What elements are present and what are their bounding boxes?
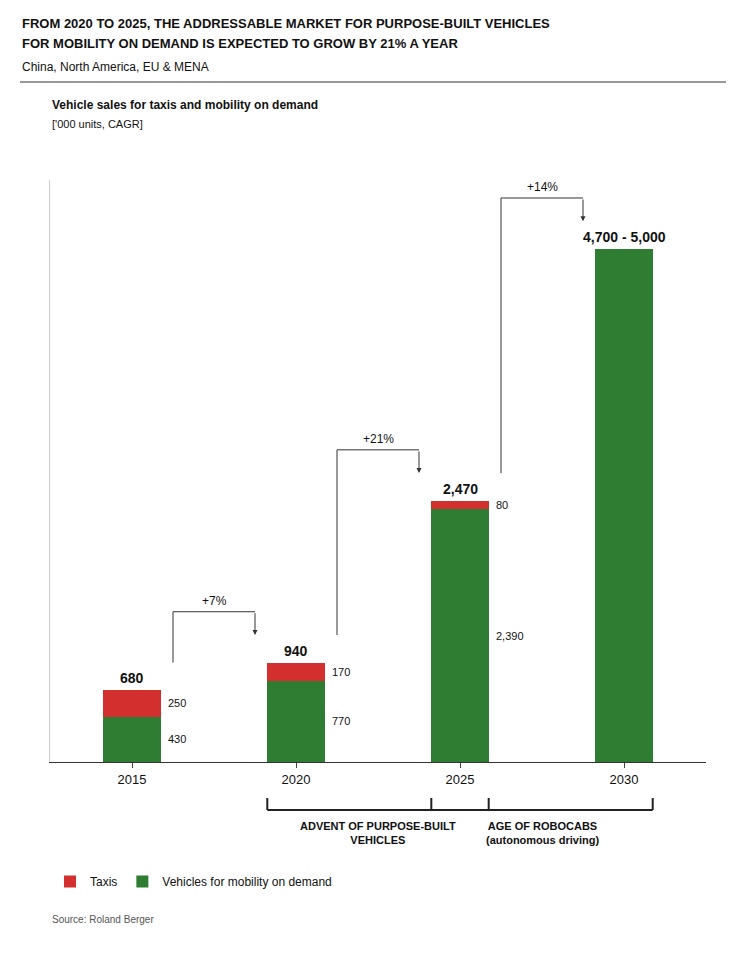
svg-text:Taxis: Taxis — [90, 875, 117, 889]
svg-text:2,470: 2,470 — [443, 481, 478, 497]
svg-text:2015: 2015 — [118, 772, 147, 787]
svg-text:+7%: +7% — [202, 594, 227, 608]
svg-text:2030: 2030 — [610, 772, 639, 787]
svg-text:FROM 2020 TO 2025, THE ADDRESS: FROM 2020 TO 2025, THE ADDRESSABLE MARKE… — [22, 16, 550, 31]
svg-text:AGE OF ROBOCABS(autonomous dri: AGE OF ROBOCABS(autonomous driving) — [486, 820, 599, 846]
svg-text:770: 770 — [332, 715, 350, 727]
svg-text:['000 units, CAGR]: ['000 units, CAGR] — [52, 118, 143, 130]
svg-text:FOR MOBILITY ON DEMAND IS EXPE: FOR MOBILITY ON DEMAND IS EXPECTED TO GR… — [22, 36, 458, 51]
svg-text:+21%: +21% — [363, 432, 394, 446]
svg-text:China, North America, EU & MEN: China, North America, EU & MENA — [22, 60, 209, 74]
svg-text:2025: 2025 — [446, 772, 475, 787]
svg-text:250: 250 — [168, 697, 186, 709]
svg-text:940: 940 — [284, 643, 308, 659]
svg-text:2,390: 2,390 — [496, 630, 524, 642]
svg-text:ADVENT OF PURPOSE-BUILTVEHICLE: ADVENT OF PURPOSE-BUILTVEHICLES — [300, 820, 456, 846]
svg-text:4,700 - 5,000: 4,700 - 5,000 — [583, 229, 666, 245]
svg-text:Vehicles for mobility on deman: Vehicles for mobility on demand — [162, 875, 331, 889]
svg-text:680: 680 — [120, 670, 144, 686]
svg-text:170: 170 — [332, 666, 350, 678]
svg-text:Source: Roland Berger: Source: Roland Berger — [52, 914, 154, 925]
svg-text:Vehicle sales for taxis and mo: Vehicle sales for taxis and mobility on … — [52, 98, 318, 112]
svg-text:2020: 2020 — [282, 772, 311, 787]
svg-text:80: 80 — [496, 499, 508, 511]
svg-text:430: 430 — [168, 733, 186, 745]
svg-text:+14%: +14% — [527, 180, 558, 194]
